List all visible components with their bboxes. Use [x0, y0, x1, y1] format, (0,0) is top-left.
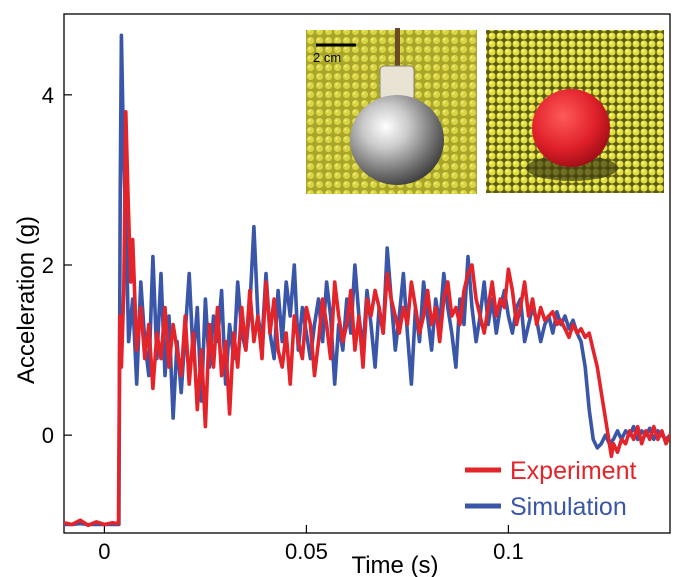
- legend: Experiment Simulation: [465, 457, 636, 521]
- y-tick-label: 4: [42, 83, 54, 108]
- inset-photo-simulation: [486, 30, 664, 193]
- y-tick-label: 0: [42, 423, 54, 448]
- y-axis: 0 2 4: [42, 83, 72, 448]
- metal-sphere-icon: [350, 95, 444, 185]
- red-sphere-icon: [532, 89, 610, 167]
- x-axis-label: Time (s): [351, 552, 438, 577]
- x-tick-label: 0.05: [285, 539, 328, 564]
- plot-frame: [63, 13, 671, 534]
- y-tick-label: 2: [42, 253, 54, 278]
- holder-icon: [379, 65, 415, 101]
- x-tick-label: 0: [98, 539, 110, 564]
- series-line-experiment: [64, 110, 670, 528]
- y-axis-label: Acceleration (g): [13, 216, 40, 384]
- series-layer: [64, 33, 670, 528]
- legend-label-simulation: Simulation: [510, 493, 627, 521]
- x-tick-label: 0.1: [493, 539, 524, 564]
- rod-icon: [395, 28, 400, 72]
- x-axis: 0 0.05 0.1: [98, 525, 524, 564]
- crater-shadow: [526, 155, 618, 181]
- scale-bar-label: 2 cm: [313, 50, 341, 65]
- inset-photo-experiment: 2 cm: [306, 28, 477, 194]
- legend-label-experiment: Experiment: [510, 457, 636, 485]
